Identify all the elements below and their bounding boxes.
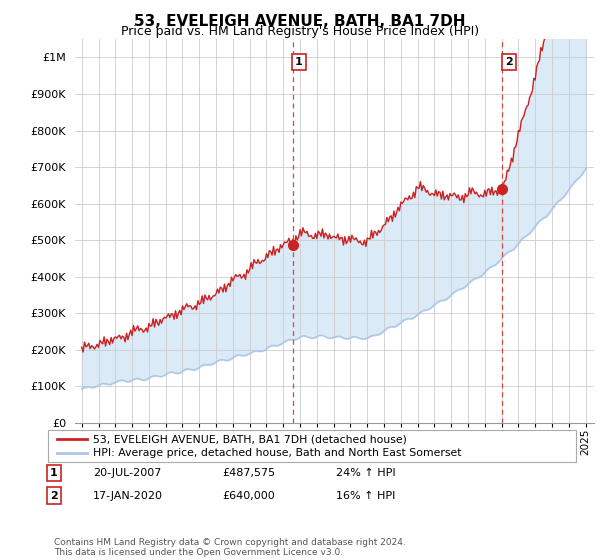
Text: 53, EVELEIGH AVENUE, BATH, BA1 7DH (detached house): 53, EVELEIGH AVENUE, BATH, BA1 7DH (deta… (93, 434, 407, 444)
Text: 2: 2 (505, 57, 512, 67)
Text: 17-JAN-2020: 17-JAN-2020 (93, 491, 163, 501)
Text: 1: 1 (295, 57, 303, 67)
Text: £640,000: £640,000 (222, 491, 275, 501)
Text: £487,575: £487,575 (222, 468, 275, 478)
Text: 53, EVELEIGH AVENUE, BATH, BA1 7DH: 53, EVELEIGH AVENUE, BATH, BA1 7DH (134, 14, 466, 29)
Text: 16% ↑ HPI: 16% ↑ HPI (336, 491, 395, 501)
Text: 1: 1 (50, 468, 58, 478)
Text: HPI: Average price, detached house, Bath and North East Somerset: HPI: Average price, detached house, Bath… (93, 448, 461, 458)
Text: 20-JUL-2007: 20-JUL-2007 (93, 468, 161, 478)
Text: 2: 2 (50, 491, 58, 501)
Text: 24% ↑ HPI: 24% ↑ HPI (336, 468, 395, 478)
Text: Contains HM Land Registry data © Crown copyright and database right 2024.
This d: Contains HM Land Registry data © Crown c… (54, 538, 406, 557)
Text: Price paid vs. HM Land Registry's House Price Index (HPI): Price paid vs. HM Land Registry's House … (121, 25, 479, 38)
